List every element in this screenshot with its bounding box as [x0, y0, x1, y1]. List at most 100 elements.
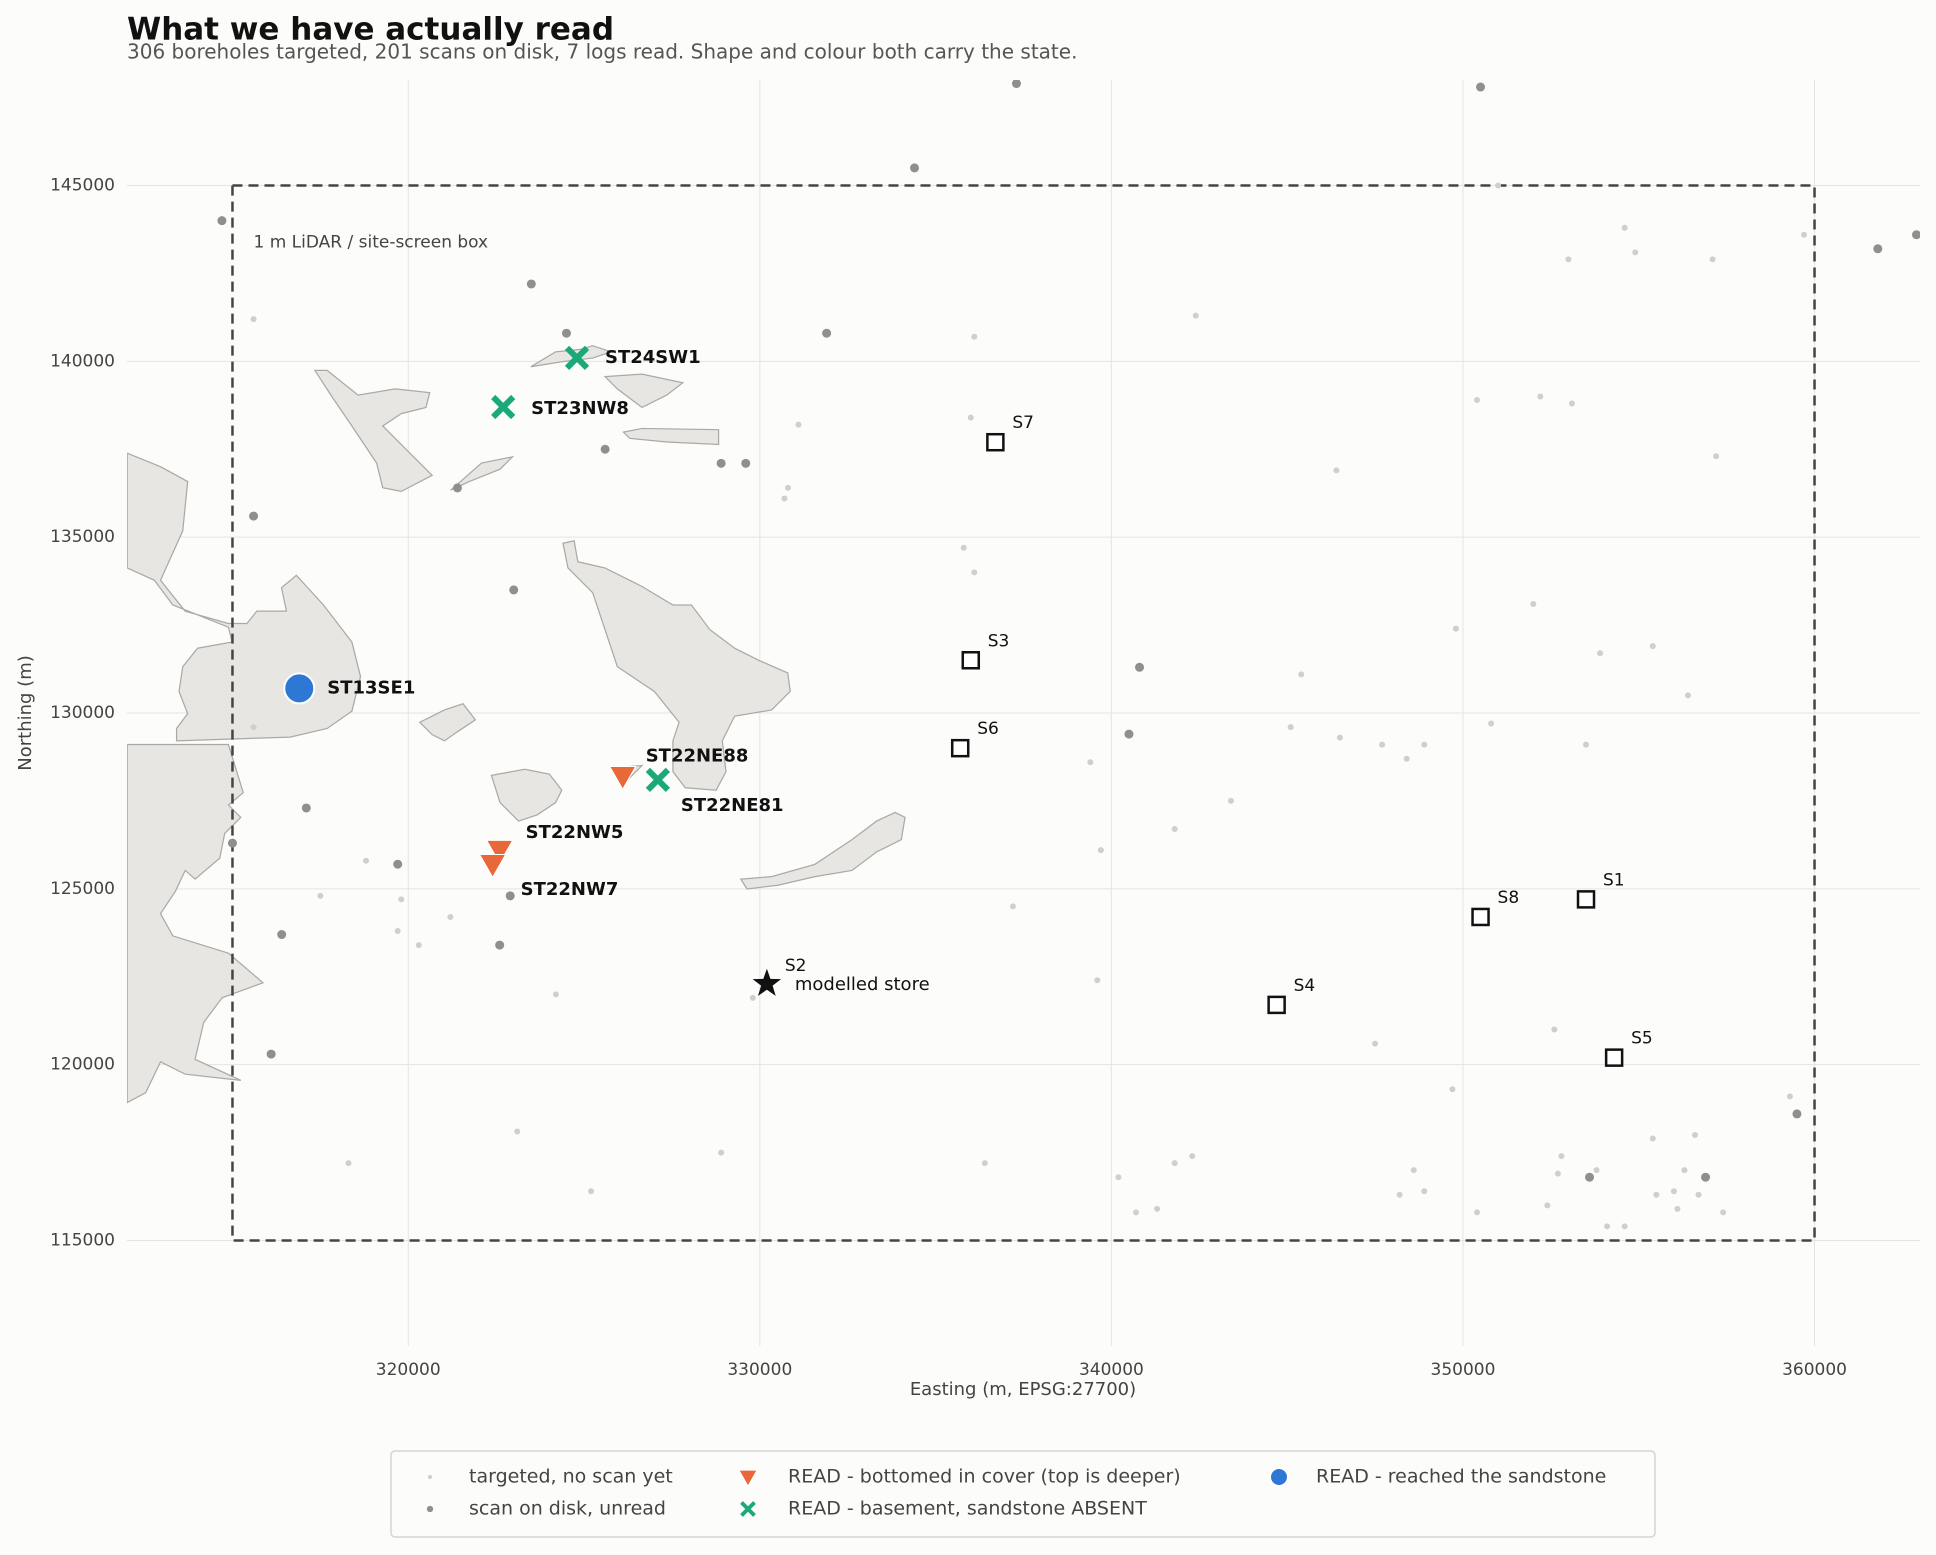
point-label: ST22NE81	[681, 795, 784, 816]
point	[1674, 1205, 1681, 1212]
point	[250, 724, 257, 731]
point	[447, 913, 454, 920]
legend-label: READ - bottomed in cover (top is deeper)	[788, 1466, 1181, 1488]
legend-marker	[426, 1505, 434, 1513]
point	[1452, 625, 1459, 632]
point	[1011, 80, 1021, 89]
point	[1670, 1188, 1677, 1195]
point	[588, 1188, 595, 1195]
point	[1336, 734, 1343, 741]
point	[1873, 244, 1883, 254]
x-tick-label: 320000	[376, 1360, 441, 1380]
point	[552, 991, 559, 998]
legend: targeted, no scan yet scan on disk, unrea…	[390, 1450, 1656, 1538]
point	[1372, 1040, 1379, 1047]
point	[394, 928, 401, 935]
box-label: 1 m LiDAR / site-screen box	[253, 233, 488, 253]
site-label: S7	[1012, 413, 1034, 433]
chart-title: What we have actually read	[127, 12, 614, 48]
point	[1333, 467, 1340, 474]
point	[1653, 1191, 1660, 1198]
point	[1403, 755, 1410, 762]
legend-label: targeted, no scan yet	[469, 1466, 673, 1488]
site	[1471, 907, 1490, 927]
point	[1632, 249, 1639, 256]
point	[1911, 230, 1920, 240]
legend-label: READ - reached the sandstone	[1316, 1466, 1606, 1488]
point	[1171, 826, 1178, 833]
point	[1604, 1223, 1611, 1230]
marks	[217, 80, 1920, 1242]
site-label: S6	[977, 719, 999, 739]
point	[1554, 1170, 1561, 1177]
y-tick-label: 135000	[50, 527, 115, 547]
y-tick-label: 115000	[50, 1231, 115, 1251]
point	[1133, 1209, 1140, 1216]
point	[1713, 453, 1720, 460]
x-axis-title: Easting (m, EPSG:27700)	[910, 1379, 1136, 1400]
point	[741, 458, 751, 468]
point	[1449, 1086, 1456, 1093]
point	[1558, 1153, 1565, 1160]
point	[1720, 1209, 1727, 1216]
point	[398, 896, 405, 903]
point	[1124, 729, 1134, 739]
point	[971, 569, 978, 576]
point	[1474, 1209, 1481, 1216]
point	[1189, 1153, 1196, 1160]
point	[491, 394, 516, 420]
point	[1530, 600, 1537, 607]
screen-box	[231, 184, 1816, 1242]
point	[781, 495, 788, 502]
y-tick-label: 120000	[50, 1055, 115, 1075]
x-tick-label: 330000	[727, 1360, 792, 1380]
point	[1800, 231, 1807, 238]
legend-item: targeted, no scan yet	[427, 1466, 673, 1488]
point-label: ST22NW7	[521, 879, 619, 900]
legend-marker	[1269, 1467, 1289, 1487]
point	[1681, 1167, 1688, 1174]
legend-label: scan on disk, unread	[469, 1498, 666, 1520]
point	[910, 163, 920, 173]
point	[277, 930, 287, 940]
point	[1621, 1223, 1628, 1230]
point	[564, 345, 590, 370]
legend-item: READ - reached the sandstone	[1269, 1466, 1606, 1488]
point	[716, 458, 726, 468]
point	[1709, 256, 1716, 263]
point	[795, 421, 802, 428]
legend-frame	[390, 1450, 1656, 1538]
site-label: S1	[1603, 870, 1625, 890]
point	[363, 857, 370, 864]
legend-marker	[427, 1474, 433, 1480]
point	[967, 414, 974, 421]
point	[1621, 224, 1628, 231]
site	[1267, 995, 1286, 1015]
point	[1691, 1132, 1698, 1138]
point	[1474, 397, 1481, 404]
point	[227, 838, 237, 848]
site-label: S4	[1294, 976, 1316, 996]
point	[645, 767, 670, 792]
site	[1604, 1048, 1624, 1067]
point	[1009, 903, 1016, 910]
point	[1094, 977, 1101, 984]
point	[478, 853, 507, 879]
y-tick-label: 130000	[50, 703, 115, 723]
chart-subtitle: 306 boreholes targeted, 201 scans on dis…	[127, 40, 1077, 64]
x-tick-label: 350000	[1431, 1360, 1496, 1380]
point	[452, 483, 462, 493]
point	[266, 1049, 276, 1059]
point	[971, 333, 978, 340]
point	[784, 484, 791, 491]
point	[1792, 1109, 1802, 1119]
point	[1583, 741, 1590, 748]
point	[1551, 1026, 1558, 1033]
point	[505, 891, 515, 901]
x-tick-label: 360000	[1782, 1360, 1847, 1380]
point	[1476, 82, 1486, 92]
point	[1154, 1205, 1161, 1212]
point	[1495, 182, 1502, 189]
land-layer	[127, 345, 906, 1104]
